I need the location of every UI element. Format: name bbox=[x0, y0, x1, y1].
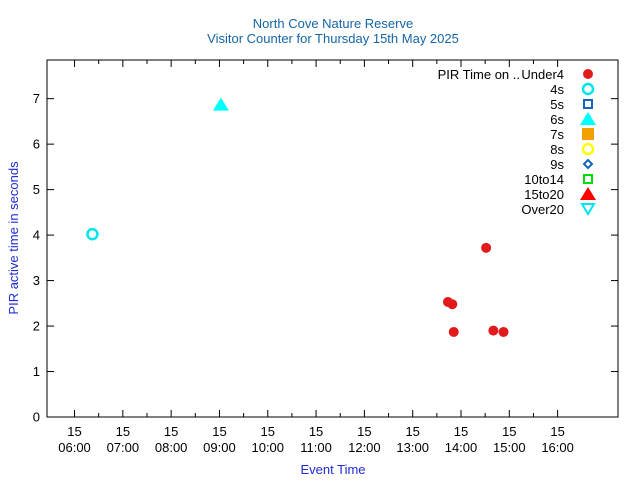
legend-marker-under4 bbox=[583, 69, 593, 79]
x-tick-time-label: 07:00 bbox=[107, 440, 140, 455]
data-point-under4 bbox=[448, 326, 459, 337]
x-tick-day-label: 15 bbox=[357, 424, 371, 439]
x-tick-time-label: 12:00 bbox=[348, 440, 381, 455]
chart-subtitle: Visitor Counter for Thursday 15th May 20… bbox=[207, 31, 459, 46]
legend-label: Over20 bbox=[521, 202, 564, 217]
axis-ticks: 012345671506:001507:001508:001509:001510… bbox=[33, 60, 618, 455]
legend-label: 5s bbox=[550, 97, 564, 112]
x-axis-title: Event Time bbox=[300, 462, 365, 477]
legend-label: Under4 bbox=[521, 67, 564, 82]
data-point-under4 bbox=[447, 299, 458, 310]
x-tick-day-label: 15 bbox=[116, 424, 130, 439]
data-points bbox=[86, 97, 509, 337]
data-point-6s bbox=[212, 97, 229, 111]
y-tick-label: 3 bbox=[33, 273, 40, 288]
legend-label: 10to14 bbox=[524, 172, 564, 187]
y-tick-label: 1 bbox=[33, 364, 40, 379]
legend-marker-15to20 bbox=[580, 187, 596, 200]
legend-title: PIR Time on .. bbox=[438, 67, 520, 82]
y-tick-label: 4 bbox=[33, 228, 40, 243]
data-point-under4 bbox=[488, 325, 499, 336]
x-tick-time-label: 09:00 bbox=[203, 440, 236, 455]
legend-marker-4s bbox=[581, 82, 595, 96]
legend-label: 6s bbox=[550, 112, 564, 127]
y-tick-label: 7 bbox=[33, 91, 40, 106]
data-point-under4 bbox=[498, 326, 509, 337]
x-tick-day-label: 15 bbox=[164, 424, 178, 439]
legend-label: 8s bbox=[550, 142, 564, 157]
legend-label: 4s bbox=[550, 82, 564, 97]
legend-marker-9s bbox=[582, 158, 594, 170]
x-tick-day-label: 15 bbox=[550, 424, 564, 439]
x-tick-day-label: 15 bbox=[67, 424, 81, 439]
legend-marker-over20 bbox=[580, 203, 596, 216]
x-tick-time-label: 08:00 bbox=[155, 440, 188, 455]
x-tick-time-label: 13:00 bbox=[396, 440, 429, 455]
data-point-4s bbox=[86, 227, 99, 241]
legend-marker-10to14 bbox=[583, 174, 593, 184]
legend-marker-8s bbox=[581, 142, 595, 156]
legend-marker-5s bbox=[583, 99, 593, 109]
y-tick-label: 0 bbox=[33, 410, 40, 425]
x-tick-day-label: 15 bbox=[261, 424, 275, 439]
plot-area bbox=[46, 59, 619, 418]
legend-label: 7s bbox=[550, 127, 564, 142]
legend-label: 9s bbox=[550, 157, 564, 172]
y-tick-label: 6 bbox=[33, 137, 40, 152]
x-tick-time-label: 10:00 bbox=[251, 440, 284, 455]
legend-label: 15to20 bbox=[524, 187, 564, 202]
y-tick-label: 5 bbox=[33, 182, 40, 197]
x-tick-time-label: 15:00 bbox=[493, 440, 526, 455]
y-axis-title: PIR active time in seconds bbox=[6, 161, 21, 315]
x-tick-day-label: 15 bbox=[502, 424, 516, 439]
x-tick-time-label: 06:00 bbox=[58, 440, 91, 455]
y-tick-label: 2 bbox=[33, 319, 40, 334]
chart-title: North Cove Nature Reserve bbox=[253, 16, 413, 31]
data-point-under4 bbox=[481, 242, 492, 253]
x-tick-day-label: 15 bbox=[309, 424, 323, 439]
legend-marker-7s bbox=[582, 128, 594, 140]
legend-marker-6s bbox=[580, 112, 596, 125]
x-tick-day-label: 15 bbox=[405, 424, 419, 439]
x-tick-time-label: 11:00 bbox=[300, 440, 332, 455]
x-tick-time-label: 16:00 bbox=[541, 440, 574, 455]
x-tick-day-label: 15 bbox=[212, 424, 226, 439]
x-tick-day-label: 15 bbox=[454, 424, 468, 439]
x-tick-time-label: 14:00 bbox=[445, 440, 478, 455]
